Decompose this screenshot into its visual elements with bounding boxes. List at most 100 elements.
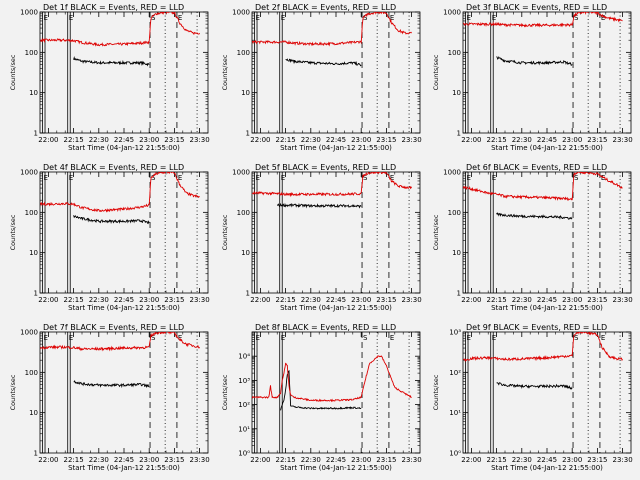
x-tick-label: 22:15: [487, 136, 507, 144]
y-tick-label: 100: [25, 369, 38, 377]
plot-title: Det 4f BLACK = Events, RED = LLD: [43, 163, 184, 172]
marker-label: E: [601, 14, 605, 22]
x-tick-label: 22:45: [326, 456, 346, 464]
series-line-lld: [252, 354, 412, 403]
marker-label: E: [44, 14, 48, 22]
series-line-events: [496, 56, 573, 66]
det-plot-6: Det 6f BLACK = Events, RED = LLD 1 10 100 10…: [432, 163, 633, 312]
y-tick-label: 100: [237, 209, 250, 217]
x-tick-label: 23:30: [613, 296, 633, 304]
x-axis-label: Start Time (04-Jan-12 21:55:00): [68, 144, 180, 152]
x-tick-label: 23:15: [164, 136, 184, 144]
x-tick-label: 22:00: [461, 136, 481, 144]
y-tick-label: 1000: [20, 329, 38, 337]
y-tick-label: 10⁴: [238, 353, 250, 361]
y-tick-label: 10¹: [449, 409, 461, 417]
y-tick-label: 1: [34, 290, 38, 298]
series-line-events: [276, 202, 362, 209]
marker-label: E: [601, 334, 605, 342]
y-tick-label: 100: [448, 209, 461, 217]
marker-label: S: [574, 14, 579, 22]
y-tick-label: 1000: [443, 169, 461, 177]
x-tick-label: 23:15: [587, 456, 607, 464]
marker-label: S: [151, 334, 156, 342]
x-tick-label: 23:00: [139, 136, 159, 144]
series-line-events: [285, 58, 362, 67]
y-tick-label: 10⁰: [238, 450, 250, 458]
x-tick-label: 23:00: [562, 136, 582, 144]
plot-frame: [462, 11, 632, 134]
x-tick-label: 23:30: [190, 136, 210, 144]
y-tick-label: 10³: [449, 329, 461, 337]
series-line-lld: [40, 12, 200, 47]
x-axis-label: Start Time (04-Jan-12 21:55:00): [491, 464, 603, 472]
x-tick-label: 22:00: [250, 456, 270, 464]
x-tick-label: 23:15: [164, 296, 184, 304]
x-tick-label: 22:00: [250, 296, 270, 304]
x-tick-label: 22:00: [461, 296, 481, 304]
marker-label: E: [390, 174, 394, 182]
x-axis-label: Start Time (04-Jan-12 21:55:00): [280, 464, 392, 472]
x-tick-label: 22:45: [537, 456, 557, 464]
marker-label: E: [178, 174, 182, 182]
x-tick-label: 22:15: [64, 296, 84, 304]
y-tick-label: 1000: [232, 9, 250, 17]
series-line-events: [280, 369, 362, 411]
x-tick-label: 22:30: [301, 136, 321, 144]
x-tick-label: 23:30: [402, 296, 422, 304]
series-line-lld: [40, 172, 200, 213]
marker-label: E: [601, 174, 605, 182]
x-axis-label: Start Time (04-Jan-12 21:55:00): [491, 304, 603, 312]
plot-title: Det 9f BLACK = Events, RED = LLD: [466, 323, 607, 332]
marker-label: E: [492, 174, 496, 182]
x-tick-label: 23:30: [613, 456, 633, 464]
marker-label: E: [492, 14, 496, 22]
x-tick-label: 23:15: [376, 456, 396, 464]
series-line-lld: [252, 172, 412, 198]
y-axis-label: Counts/sec: [9, 54, 17, 90]
x-tick-label: 22:15: [276, 296, 296, 304]
x-tick-label: 22:45: [326, 136, 346, 144]
y-axis-label: Counts/sec: [432, 214, 440, 250]
x-tick-label: 22:00: [38, 136, 58, 144]
y-tick-label: 1: [34, 130, 38, 138]
plot-title: Det 8f BLACK = Events, RED = LLD: [255, 323, 396, 332]
y-axis-label: Counts/sec: [9, 374, 17, 410]
marker-label: S: [363, 174, 368, 182]
marker-label: E: [281, 174, 285, 182]
marker-label: E: [178, 14, 182, 22]
plot-title: Det 5f BLACK = Events, RED = LLD: [255, 163, 396, 172]
x-tick-label: 23:30: [190, 456, 210, 464]
marker-label: S: [151, 14, 156, 22]
x-tick-label: 23:00: [351, 136, 371, 144]
x-axis-label: Start Time (04-Jan-12 21:55:00): [491, 144, 603, 152]
y-axis-label: Counts/sec: [432, 54, 440, 90]
x-tick-label: 22:15: [276, 456, 296, 464]
plot-frame: [39, 331, 209, 454]
x-tick-label: 23:00: [562, 456, 582, 464]
y-tick-label: 10: [241, 249, 250, 257]
plot-frame: [251, 331, 421, 454]
series-line-events: [73, 215, 150, 225]
y-tick-label: 10: [29, 249, 38, 257]
x-tick-label: 22:15: [487, 296, 507, 304]
x-tick-label: 22:30: [512, 136, 532, 144]
x-tick-label: 22:45: [537, 136, 557, 144]
y-tick-label: 10²: [449, 369, 461, 377]
det-plot-4: Det 4f BLACK = Events, RED = LLD 1 10 100 10…: [9, 163, 210, 312]
det-plot-2: Det 2f BLACK = Events, RED = LLD 1 10 100 10…: [221, 3, 422, 152]
x-tick-label: 23:00: [351, 456, 371, 464]
x-tick-label: 22:30: [512, 456, 532, 464]
y-axis-label: Counts/sec: [221, 54, 229, 90]
x-tick-label: 23:15: [164, 456, 184, 464]
x-tick-label: 23:30: [613, 136, 633, 144]
marker-label: S: [363, 14, 368, 22]
plot-frame: [251, 11, 421, 134]
x-tick-label: 22:00: [461, 456, 481, 464]
x-axis-label: Start Time (04-Jan-12 21:55:00): [68, 304, 180, 312]
series-line-events: [73, 380, 150, 389]
x-tick-label: 22:45: [114, 136, 134, 144]
marker-label: S: [363, 334, 368, 342]
x-axis-label: Start Time (04-Jan-12 21:55:00): [280, 304, 392, 312]
y-tick-label: 10⁰: [449, 450, 461, 458]
